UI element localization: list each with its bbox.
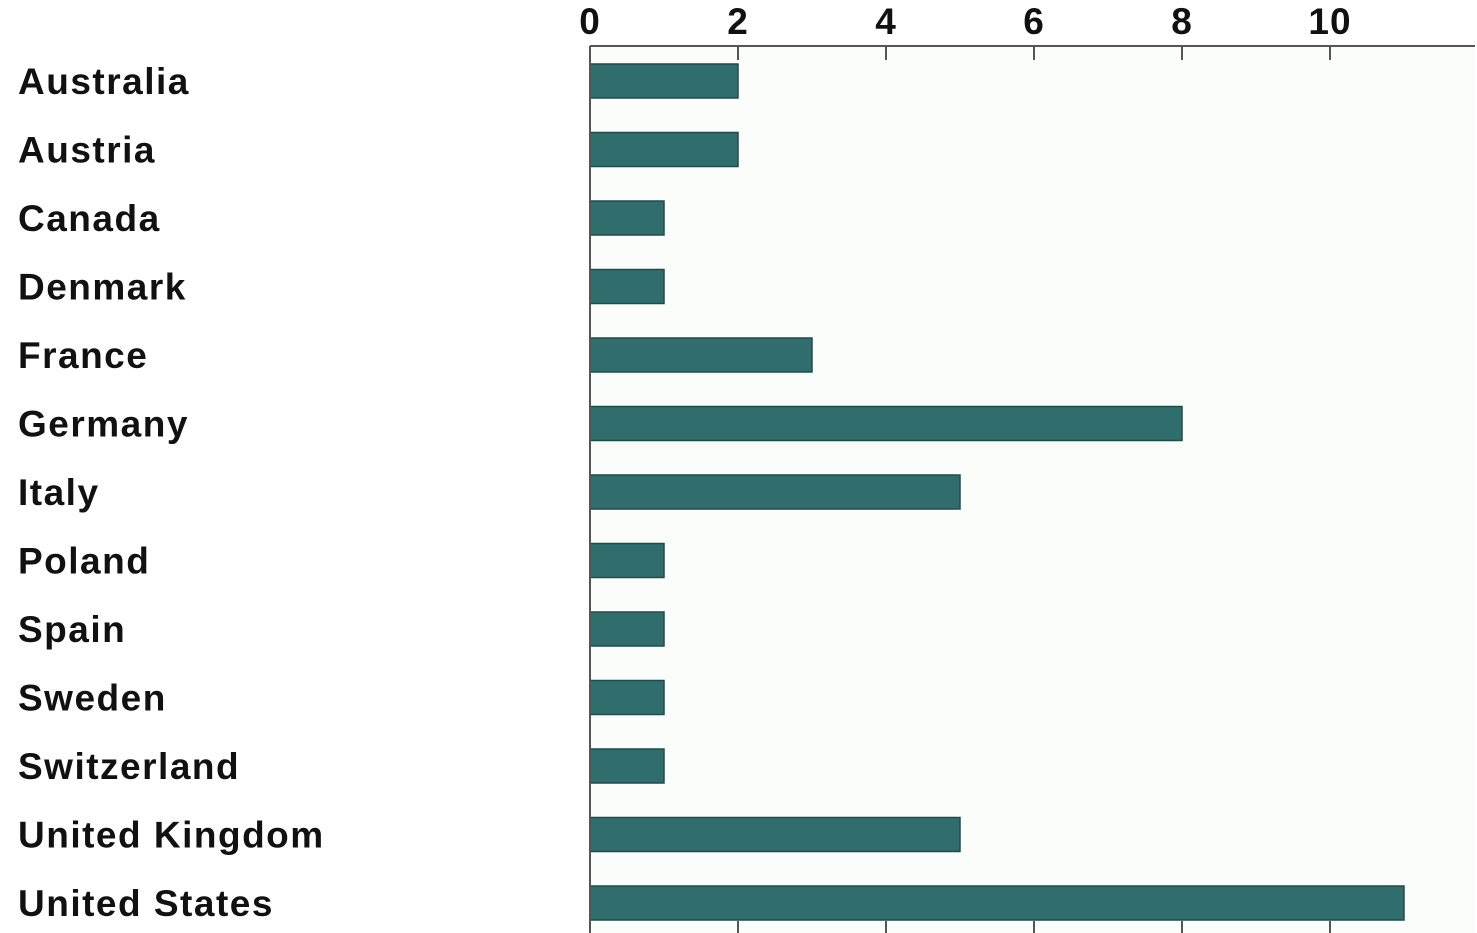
x-tick-label-8: 8 xyxy=(1171,1,1193,42)
bar-switzerland xyxy=(589,748,665,784)
bars xyxy=(589,63,1405,921)
category-labels: Australia Austria Canada Denmark France Germa… xyxy=(18,61,325,924)
bar-sweden xyxy=(589,679,665,716)
category-label-france: France xyxy=(18,335,148,376)
category-label-switzerland: Switzerland xyxy=(18,746,240,787)
category-label-sweden: Sweden xyxy=(18,678,167,719)
category-label-spain: Spain xyxy=(18,609,126,650)
x-tick-label-0: 0 xyxy=(579,1,601,42)
bar-france xyxy=(589,337,813,373)
category-label-denmark: Denmark xyxy=(18,267,187,308)
bar-germany xyxy=(589,405,1183,442)
bar-canada xyxy=(589,200,665,236)
bar-united-states xyxy=(589,885,1405,921)
x-tick-label-2: 2 xyxy=(727,1,749,42)
bar-austria xyxy=(589,131,739,168)
category-label-austria: Austria xyxy=(18,130,156,171)
bar-poland xyxy=(589,542,665,579)
bar-spain xyxy=(589,611,665,647)
category-label-united-states: United States xyxy=(18,883,274,924)
bar-denmark xyxy=(589,268,665,305)
x-tick-label-10: 10 xyxy=(1308,1,1351,42)
category-label-germany: Germany xyxy=(18,404,189,445)
bar-australia xyxy=(589,63,739,99)
category-label-united-kingdom: United Kingdom xyxy=(18,815,325,856)
x-tick-label-6: 6 xyxy=(1023,1,1045,42)
category-label-canada: Canada xyxy=(18,198,161,239)
category-label-italy: Italy xyxy=(18,472,100,513)
category-label-poland: Poland xyxy=(18,541,150,582)
bar-united-kingdom xyxy=(589,816,961,853)
x-tick-label-4: 4 xyxy=(875,1,897,42)
x-axis: 0 2 4 6 8 10 xyxy=(579,1,1351,933)
category-label-australia: Australia xyxy=(18,61,190,102)
bar-italy xyxy=(589,474,961,510)
